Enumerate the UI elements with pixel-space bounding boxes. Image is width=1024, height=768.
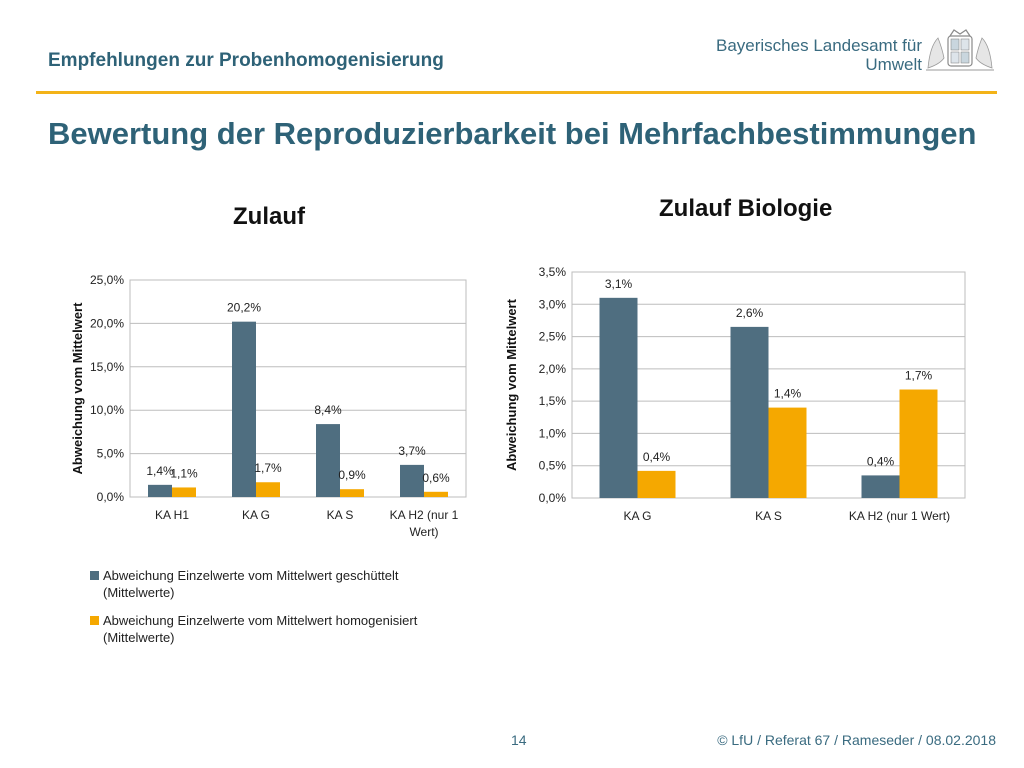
chart-0-bar xyxy=(148,484,172,497)
legend-item-homogenisiert: Abweichung Einzelwerte vom Mittelwert ho… xyxy=(90,612,470,646)
chart-1-x-tick-label: KA G xyxy=(623,509,651,523)
chart-0-bar xyxy=(316,424,340,497)
chart-0-x-tick-label: KA S xyxy=(327,508,354,522)
chart-0-y-tick-label: 0,0% xyxy=(97,490,125,504)
chart-0-bar xyxy=(340,489,364,497)
chart-0-data-label: 20,2% xyxy=(227,301,261,315)
chart-0-data-label: 1,1% xyxy=(170,466,198,480)
page-title: Bewertung der Reproduzierbarkeit bei Meh… xyxy=(48,116,977,151)
chart-1-data-label: 1,7% xyxy=(905,369,933,383)
chart-1-x-tick-label: KA S xyxy=(755,509,782,523)
legend-label-homogenisiert: Abweichung Einzelwerte vom Mittelwert ho… xyxy=(103,613,418,645)
chart-0-y-tick-label: 5,0% xyxy=(97,447,125,461)
chart-0-data-label: 1,4% xyxy=(146,464,174,478)
chart-1-bar xyxy=(899,389,938,498)
chart-0-x-tick-label: KA H2 (nur 1 xyxy=(390,508,459,522)
chart-title-zulauf-biologie: Zulauf Biologie xyxy=(659,195,833,222)
chart-1-data-label: 0,4% xyxy=(867,454,895,468)
chart-0-y-tick-label: 25,0% xyxy=(90,273,124,287)
chart-1-y-tick-label: 0,0% xyxy=(539,491,567,505)
legend-item-geschuettelt: Abweichung Einzelwerte vom Mittelwert ge… xyxy=(90,567,470,601)
chart-1-y-tick-label: 1,0% xyxy=(539,426,567,440)
organization-line-2: Umwelt xyxy=(865,55,922,74)
bavarian-coat-of-arms-icon xyxy=(926,29,994,71)
chart-1-y-tick-label: 0,5% xyxy=(539,459,567,473)
chart-1-data-label: 0,4% xyxy=(643,450,671,464)
chart-1-y-tick-label: 1,5% xyxy=(539,394,567,408)
chart-title-zulauf: Zulauf xyxy=(233,203,305,230)
chart-0-x-tick-label: KA G xyxy=(242,508,270,522)
chart-1-data-label: 2,6% xyxy=(736,306,764,320)
legend-swatch-homogenisiert xyxy=(90,616,99,625)
organization-name: Bayerisches Landesamt für Umwelt xyxy=(716,36,922,74)
chart-0-bar xyxy=(172,487,196,497)
chart-1-y-tick-label: 3,0% xyxy=(539,297,567,311)
footer-copyright: © LfU / Referat 67 / Rameseder / 08.02.2… xyxy=(717,732,996,748)
chart-0-bar xyxy=(232,321,256,497)
chart-1-bar xyxy=(730,326,769,498)
page-number: 14 xyxy=(511,732,527,748)
legend-label-geschuettelt: Abweichung Einzelwerte vom Mittelwert ge… xyxy=(103,568,399,600)
chart-0-data-label: 8,4% xyxy=(314,403,342,417)
chart-1-bar xyxy=(861,475,900,498)
chart-1-data-label: 1,4% xyxy=(774,387,802,401)
chart-0-bar xyxy=(424,491,448,497)
chart-0-data-label: 1,7% xyxy=(254,461,282,475)
header-subtitle: Empfehlungen zur Probenhomogenisierung xyxy=(48,50,444,71)
chart-0-data-label: 0,6% xyxy=(422,471,450,485)
chart-1-bar xyxy=(768,407,807,498)
chart-0-bar xyxy=(400,464,424,497)
chart-1-y-tick-label: 2,0% xyxy=(539,362,567,376)
chart-0-y-tick-label: 10,0% xyxy=(90,403,124,417)
chart-0-data-label: 0,9% xyxy=(338,468,366,482)
chart-0-x-tick-label: Wert) xyxy=(409,525,438,539)
chart-1-y-tick-label: 3,5% xyxy=(539,265,567,279)
chart-1-y-axis-label: Abweichung vom Mittelwert xyxy=(504,298,519,471)
header-accent-rule xyxy=(36,91,997,94)
chart-0-plot-frame xyxy=(129,279,467,498)
chart-1-y-tick-label: 2,5% xyxy=(539,330,567,344)
chart-1-bar xyxy=(637,470,676,498)
chart-1-x-tick-label: KA H2 (nur 1 Wert) xyxy=(849,509,950,523)
chart-0-x-tick-label: KA H1 xyxy=(155,508,189,522)
chart-0-y-axis-label: Abweichung vom Mittelwert xyxy=(70,302,85,475)
chart-0-data-label: 3,7% xyxy=(398,444,426,458)
chart-0-bar xyxy=(256,482,280,497)
chart-1-data-label: 3,1% xyxy=(605,277,633,291)
organization-line-1: Bayerisches Landesamt für xyxy=(716,36,922,55)
chart-0-y-tick-label: 20,0% xyxy=(90,316,124,330)
legend-swatch-geschuettelt xyxy=(90,571,99,580)
chart-0-y-tick-label: 15,0% xyxy=(90,360,124,374)
chart-legend: Abweichung Einzelwerte vom Mittelwert ge… xyxy=(90,567,470,657)
chart-1-bar xyxy=(599,297,638,498)
